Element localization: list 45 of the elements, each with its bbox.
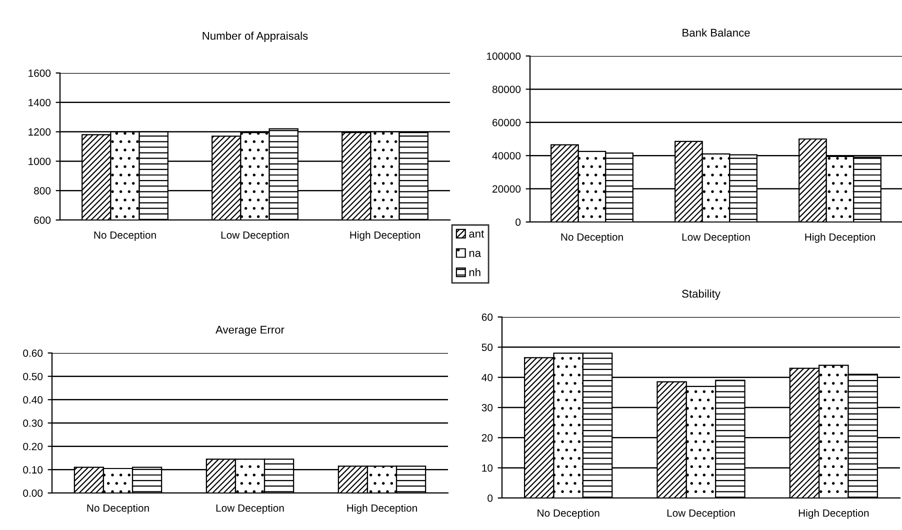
y-tick-label: 0.50 <box>23 372 43 380</box>
y-tick-label: 0.60 <box>23 350 43 357</box>
y-tick-label: 0 <box>516 218 521 226</box>
y-tick-label: 60 <box>482 314 493 321</box>
x-tick-label: High Deception <box>347 504 417 514</box>
y-tick-label: 80000 <box>492 86 521 94</box>
x-tick-label: Low Deception <box>682 233 750 243</box>
x-tick-label: High Deception <box>350 231 420 241</box>
y-tick-label: 600 <box>34 216 51 224</box>
x-tick-label: No Deception <box>94 231 156 241</box>
legend-label: nh <box>469 268 480 276</box>
y-tick-label: 40 <box>482 374 493 382</box>
y-tick-label: 1600 <box>28 70 51 77</box>
chart-title: Number of Appraisals <box>202 32 308 42</box>
x-tick-label: High Deception <box>798 509 869 519</box>
x-tick-label: No Deception <box>561 233 623 243</box>
y-tick-label: 1200 <box>28 128 51 136</box>
y-tick-label: 0.30 <box>23 420 43 427</box>
y-tick-label: 100000 <box>487 52 521 60</box>
y-tick-label: 20000 <box>492 185 521 193</box>
x-tick-label: Low Deception <box>667 509 735 519</box>
chart-title: Stability <box>682 290 720 300</box>
y-tick-label: 800 <box>34 187 51 194</box>
y-tick-label: 0.20 <box>23 442 43 450</box>
y-tick-label: 50 <box>482 344 493 352</box>
x-tick-label: No Deception <box>87 504 149 514</box>
x-tick-label: No Deception <box>538 509 600 519</box>
chart-title: Bank Balance <box>682 28 750 37</box>
legend-label: ant <box>469 230 484 238</box>
y-tick-label: 1000 <box>28 158 51 166</box>
y-tick-label: 40000 <box>492 152 521 160</box>
y-tick-label: 1400 <box>28 98 51 106</box>
y-tick-label: 0.10 <box>23 466 43 474</box>
x-tick-label: Low Deception <box>221 231 289 241</box>
y-tick-label: 20 <box>482 434 493 442</box>
chart-title: Average Error <box>216 326 284 336</box>
x-tick-label: High Deception <box>805 233 875 243</box>
y-tick-label: 0 <box>488 494 493 502</box>
y-tick-label: 0.40 <box>23 396 43 404</box>
legend-label: na <box>469 250 482 257</box>
y-tick-label: 60000 <box>492 118 521 126</box>
y-tick-label: 30 <box>482 404 493 412</box>
y-tick-label: 0.00 <box>23 490 43 497</box>
y-tick-label: 10 <box>482 464 493 472</box>
x-tick-label: Low Deception <box>216 504 284 514</box>
